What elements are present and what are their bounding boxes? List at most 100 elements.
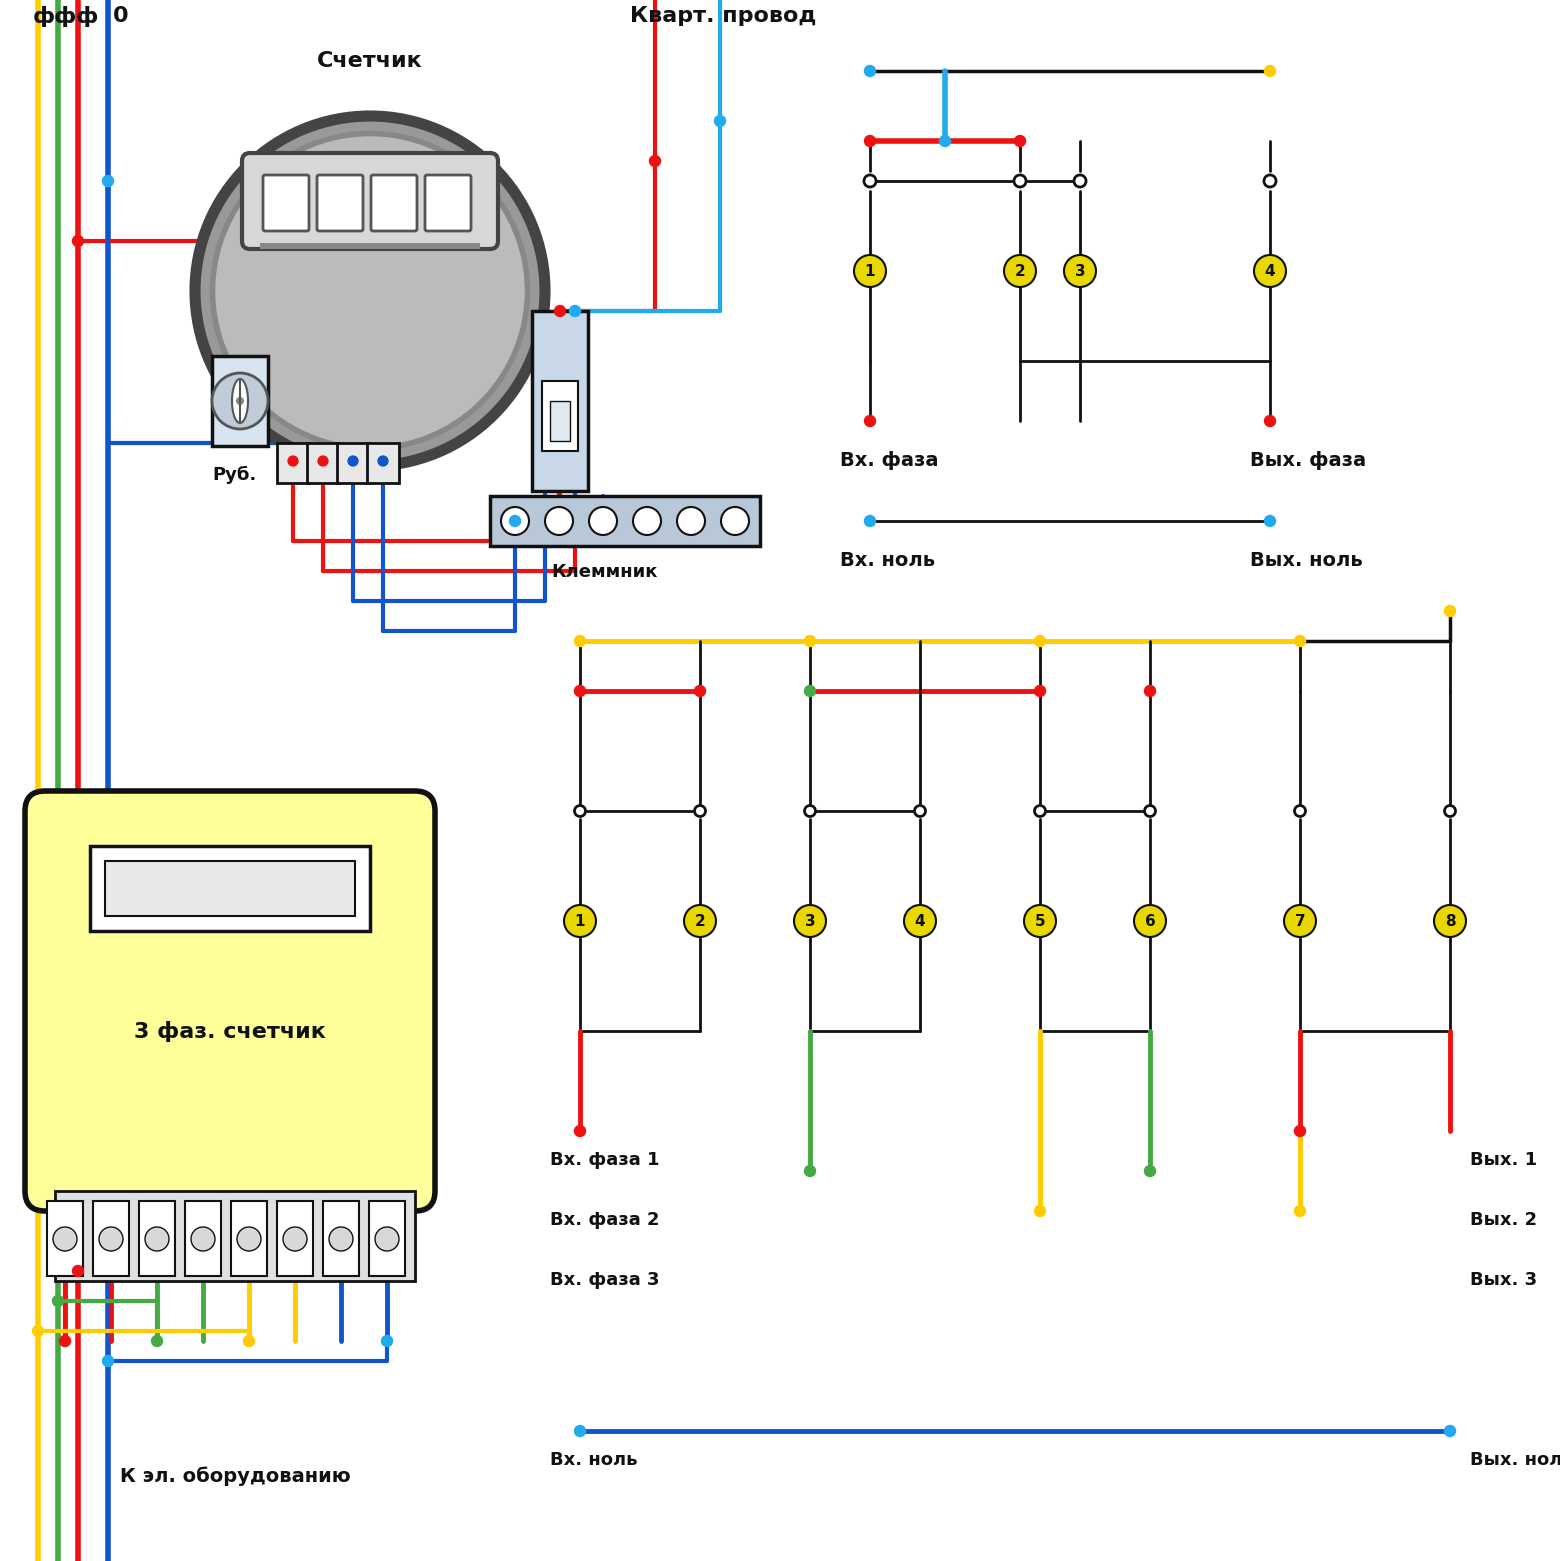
Circle shape: [212, 373, 268, 429]
Bar: [541, 381, 579, 451]
Text: 5: 5: [1034, 913, 1045, 929]
Circle shape: [574, 805, 585, 816]
Circle shape: [574, 685, 585, 696]
FancyBboxPatch shape: [371, 175, 417, 231]
Text: Вых. 1: Вых. 1: [1470, 1150, 1537, 1169]
Circle shape: [914, 805, 925, 816]
Circle shape: [53, 1227, 76, 1250]
Circle shape: [864, 175, 877, 187]
Circle shape: [1145, 1166, 1156, 1177]
Text: Вх. ноль: Вх. ноль: [551, 1452, 638, 1469]
Circle shape: [569, 306, 580, 317]
Circle shape: [1034, 1205, 1045, 1216]
FancyBboxPatch shape: [264, 175, 309, 231]
Circle shape: [329, 1227, 353, 1250]
Circle shape: [374, 1227, 399, 1250]
Circle shape: [72, 236, 84, 247]
Bar: [261, 244, 480, 250]
Circle shape: [677, 507, 705, 535]
Circle shape: [565, 905, 596, 937]
Circle shape: [939, 136, 950, 147]
Circle shape: [190, 1227, 215, 1250]
Bar: [105, 862, 356, 916]
Circle shape: [1073, 175, 1086, 187]
Circle shape: [1284, 905, 1317, 937]
Circle shape: [1445, 1425, 1455, 1436]
Circle shape: [145, 1227, 168, 1250]
FancyBboxPatch shape: [317, 175, 363, 231]
Circle shape: [195, 116, 544, 467]
Text: 3: 3: [805, 913, 816, 929]
Text: 4: 4: [1265, 264, 1276, 278]
Text: 8: 8: [1445, 913, 1455, 929]
Circle shape: [237, 1227, 261, 1250]
Circle shape: [318, 456, 328, 465]
Circle shape: [864, 66, 875, 76]
Bar: [55, 1191, 415, 1282]
FancyBboxPatch shape: [25, 791, 435, 1211]
Text: Вых. ноль: Вых. ноль: [1250, 551, 1363, 570]
Bar: [307, 443, 339, 482]
Circle shape: [1264, 175, 1276, 187]
Circle shape: [1005, 254, 1036, 287]
Circle shape: [348, 456, 357, 465]
Circle shape: [694, 805, 705, 816]
Bar: [47, 1200, 83, 1275]
Bar: [139, 1200, 175, 1275]
Text: Кварт. провод: Кварт. провод: [630, 6, 816, 27]
Circle shape: [1023, 905, 1056, 937]
Circle shape: [59, 1336, 70, 1347]
Text: 3 фаз. счетчик: 3 фаз. счетчик: [134, 1021, 326, 1041]
Bar: [370, 1200, 406, 1275]
Text: Вых. ноль: Вых. ноль: [1470, 1452, 1560, 1469]
Circle shape: [237, 398, 243, 404]
Circle shape: [1295, 805, 1306, 816]
Bar: [186, 1200, 222, 1275]
Circle shape: [1254, 254, 1285, 287]
Bar: [337, 443, 370, 482]
Circle shape: [590, 507, 618, 535]
Text: 3: 3: [1075, 264, 1086, 278]
Circle shape: [212, 134, 527, 448]
Bar: [323, 1200, 359, 1275]
Circle shape: [903, 905, 936, 937]
Circle shape: [574, 635, 585, 646]
Circle shape: [1265, 66, 1276, 76]
Text: Вх. фаза 2: Вх. фаза 2: [551, 1211, 660, 1229]
Circle shape: [1145, 805, 1156, 816]
Circle shape: [501, 507, 529, 535]
Text: Счетчик: Счетчик: [317, 52, 423, 70]
Text: 0: 0: [112, 6, 128, 27]
Circle shape: [1445, 606, 1455, 617]
Text: Клеммник: Клеммник: [552, 564, 658, 581]
Circle shape: [53, 1296, 64, 1307]
Circle shape: [554, 306, 565, 317]
Text: Вх. ноль: Вх. ноль: [839, 551, 934, 570]
Circle shape: [1145, 685, 1156, 696]
Bar: [231, 1200, 267, 1275]
Text: 6: 6: [1145, 913, 1156, 929]
FancyBboxPatch shape: [424, 175, 471, 231]
Text: 4: 4: [914, 913, 925, 929]
Text: Вых. 2: Вых. 2: [1470, 1211, 1537, 1229]
Circle shape: [1295, 1205, 1306, 1216]
Circle shape: [633, 507, 661, 535]
Circle shape: [103, 1355, 114, 1366]
Circle shape: [1014, 136, 1025, 147]
Circle shape: [378, 456, 388, 465]
Circle shape: [1295, 635, 1306, 646]
Circle shape: [805, 805, 816, 816]
Circle shape: [694, 685, 705, 696]
Circle shape: [1434, 905, 1466, 937]
Polygon shape: [232, 379, 248, 423]
Text: 1: 1: [574, 913, 585, 929]
Text: Вых. 3: Вых. 3: [1470, 1271, 1537, 1289]
Circle shape: [1034, 685, 1045, 696]
Circle shape: [243, 1336, 254, 1347]
Bar: [278, 1200, 314, 1275]
Circle shape: [649, 156, 660, 167]
Circle shape: [864, 415, 875, 426]
Circle shape: [1265, 415, 1276, 426]
Circle shape: [510, 515, 521, 526]
Circle shape: [282, 1227, 307, 1250]
